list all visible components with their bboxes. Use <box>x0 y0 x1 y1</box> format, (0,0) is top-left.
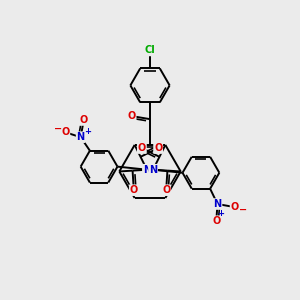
Text: O: O <box>162 185 170 195</box>
Text: N: N <box>213 199 222 209</box>
Text: −: − <box>54 124 62 134</box>
Text: +: + <box>85 127 92 136</box>
Text: O: O <box>80 115 88 125</box>
Text: O: O <box>154 143 162 153</box>
Text: N: N <box>76 132 85 142</box>
Text: O: O <box>212 216 220 226</box>
Text: O: O <box>128 111 136 121</box>
Text: Cl: Cl <box>145 45 155 56</box>
Text: O: O <box>230 202 239 212</box>
Text: O: O <box>61 127 70 137</box>
Text: +: + <box>217 209 224 218</box>
Text: O: O <box>138 143 146 153</box>
Text: −: − <box>239 205 247 215</box>
Text: N: N <box>143 165 151 175</box>
Text: O: O <box>130 185 138 195</box>
Text: N: N <box>149 165 157 175</box>
